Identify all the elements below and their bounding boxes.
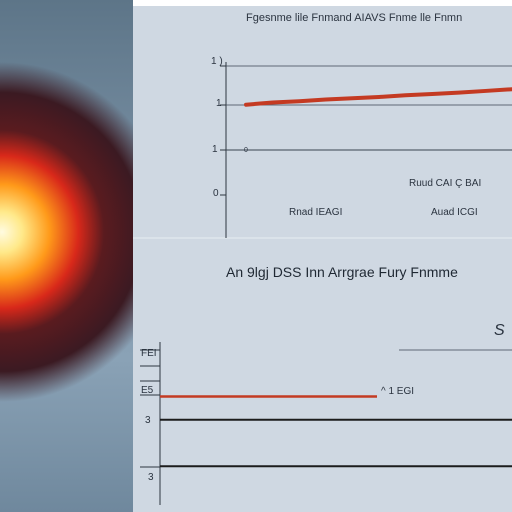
bottom-corner-label: S bbox=[494, 322, 505, 339]
top-y-tick-label: 1 bbox=[216, 98, 222, 109]
bottom-series-label: ^ 1 EGI bbox=[381, 386, 415, 397]
bottom-y-tick-label: 3 bbox=[148, 472, 154, 483]
chart-panel bbox=[133, 0, 512, 512]
top-y-tick-label: 1 bbox=[212, 144, 218, 155]
top-y-tick-label: 1 ) bbox=[211, 56, 223, 67]
header-band bbox=[133, 0, 512, 6]
sun-graphic bbox=[0, 62, 133, 402]
top-x-label: Rnad IEAGI bbox=[289, 207, 343, 218]
bottom-y-tick-label: 3 bbox=[145, 415, 151, 426]
chart-subtitle: An 9lgj DSS Inn Arrgrae Fury Fnmme bbox=[226, 264, 458, 280]
panel-divider bbox=[133, 237, 512, 239]
chart-title: Fgesnme lile Fnmand AIAVS Fnme lle Fnmn bbox=[246, 12, 463, 24]
top-annotation: Ruud CAI Ç BAI bbox=[409, 178, 482, 189]
top-origin-label: 0 bbox=[244, 147, 248, 154]
sun-disc bbox=[0, 62, 133, 402]
sun-image-panel bbox=[0, 0, 133, 512]
bottom-y-tick-label: FEI bbox=[141, 348, 157, 359]
top-y-tick-label: 0 bbox=[213, 188, 219, 199]
bottom-y-tick-label: E5 bbox=[141, 385, 154, 396]
top-x-label: Auad ICGI bbox=[431, 207, 478, 218]
